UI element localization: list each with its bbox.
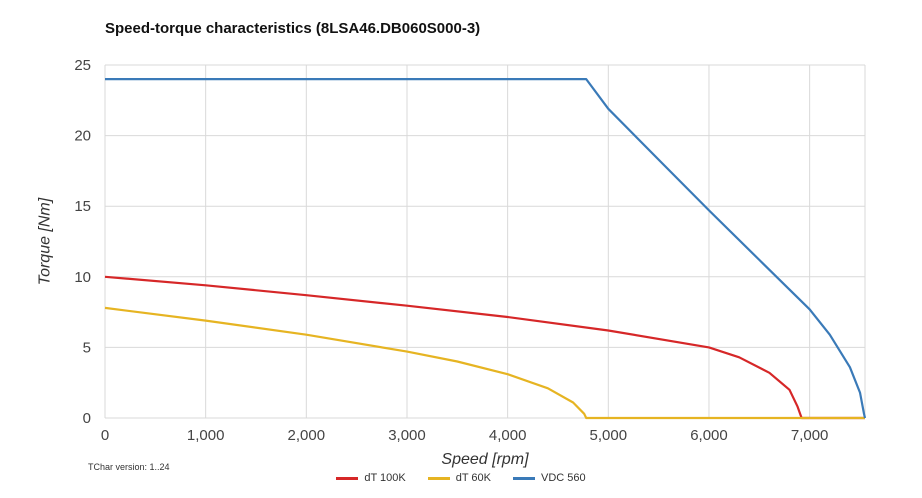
y-axis-ticks: 0 5 10 15 20 25 [74, 57, 91, 427]
chart-legend: dT 100K dT 60K VDC 560 [0, 472, 922, 484]
legend-item[interactable]: VDC 560 [513, 472, 586, 484]
legend-swatch [427, 476, 450, 480]
x-axis-label: Speed [rpm] [441, 451, 529, 468]
series-lines [104, 77, 867, 420]
x-axis-ticks: 0 1,000 2,000 3,000 4,000 5,000 6,000 7,000 [101, 427, 829, 444]
legend-swatch [513, 476, 536, 480]
legend-swatch [336, 476, 359, 480]
x-tick-label: 4,000 [489, 427, 527, 444]
y-tick-label: 15 [74, 198, 91, 215]
chart-title: Speed-torque characteristics (8LSA46.DB0… [105, 20, 481, 37]
x-tick-label: 0 [101, 427, 109, 444]
legend-label: dT 60K [455, 472, 492, 484]
series-line-vdc-560 [105, 77, 867, 419]
y-tick-label: 25 [74, 57, 91, 74]
y-axis-label: Torque [Nm] [37, 197, 54, 285]
x-tick-label: 2,000 [288, 427, 326, 444]
y-tick-label: 0 [83, 410, 91, 427]
y-tick-label: 10 [74, 269, 91, 286]
legend-label: dT 100K [364, 472, 406, 484]
legend-item[interactable]: dT 100K [336, 472, 406, 484]
y-tick-label: 5 [83, 339, 91, 356]
x-tick-label: 3,000 [388, 427, 426, 444]
y-tick-label: 20 [74, 128, 91, 145]
x-tick-label: 7,000 [791, 427, 829, 444]
legend-item[interactable]: dT 60K [427, 472, 492, 484]
series-line-dt-60k [104, 306, 865, 420]
x-tick-label: 1,000 [187, 427, 225, 444]
legend-label: VDC 560 [541, 472, 586, 484]
x-tick-label: 5,000 [590, 427, 628, 444]
series-line-dt-100k [104, 275, 865, 420]
x-tick-label: 6,000 [690, 427, 728, 444]
version-label: TChar version: 1..24 [88, 462, 170, 472]
grid-lines [104, 64, 866, 419]
